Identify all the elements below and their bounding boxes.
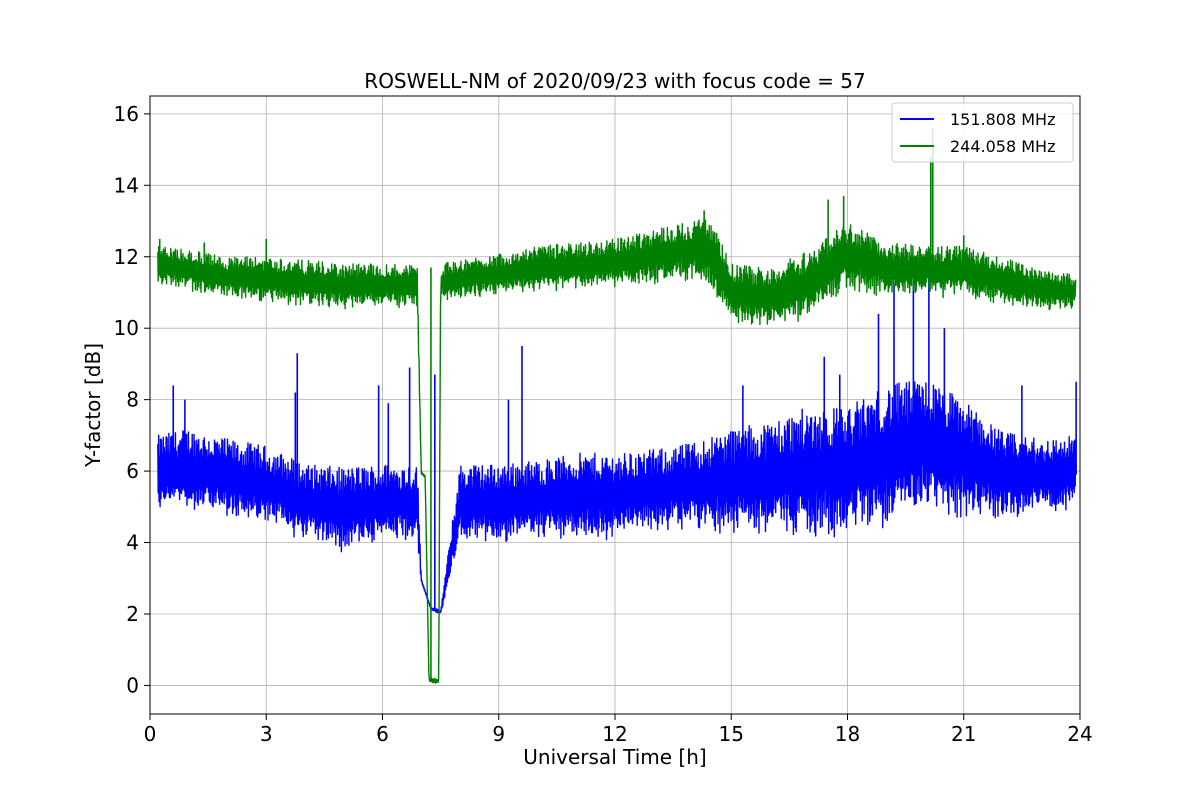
plot-series	[157, 128, 1077, 684]
legend-label-151: 151.808 MHz	[950, 110, 1055, 129]
series-line-0	[157, 381, 1077, 614]
series-line-1	[157, 219, 1077, 684]
x-tick-label: 18	[835, 722, 860, 746]
legend-label-244: 244.058 MHz	[950, 137, 1055, 156]
legend: 151.808 MHz 244.058 MHz	[891, 102, 1074, 163]
x-tick-label: 24	[1067, 722, 1092, 746]
y-tick-label: 14	[114, 173, 139, 197]
x-tick-label: 9	[492, 722, 505, 746]
y-tick-label: 10	[114, 316, 139, 340]
y-tick-label: 16	[114, 102, 139, 126]
y-tick-label: 0	[126, 673, 139, 697]
y-tick-label: 4	[126, 531, 139, 555]
y-tick-label: 2	[126, 602, 139, 626]
y-axis-label: Y-factor [dB]	[81, 343, 105, 468]
x-tick-label: 3	[260, 722, 273, 746]
x-tick-label: 6	[376, 722, 389, 746]
chart-title: ROSWELL-NM of 2020/09/23 with focus code…	[364, 69, 865, 93]
x-tick-label: 15	[719, 722, 744, 746]
x-tick-label: 0	[144, 722, 157, 746]
y-tick-label: 12	[114, 245, 139, 269]
x-tick-label: 21	[951, 722, 976, 746]
y-tick-label: 8	[126, 388, 139, 412]
x-axis-label: Universal Time [h]	[523, 745, 706, 769]
y-tick-label: 6	[126, 459, 139, 483]
legend-box	[891, 102, 1074, 163]
x-tick-label: 12	[602, 722, 627, 746]
